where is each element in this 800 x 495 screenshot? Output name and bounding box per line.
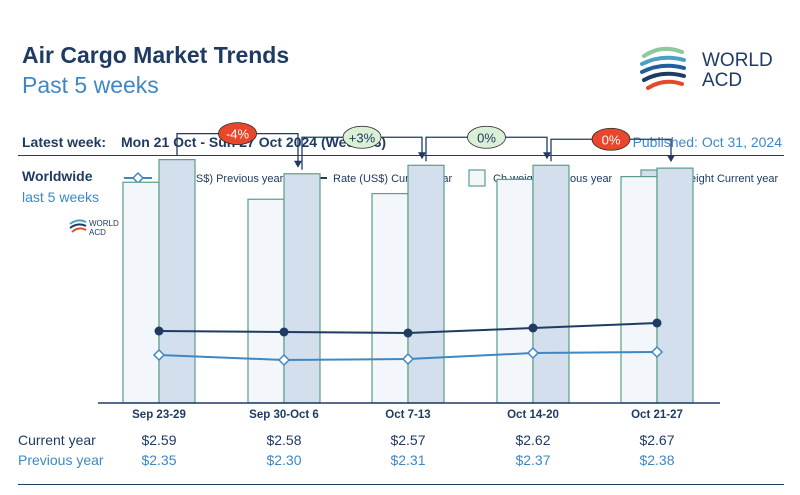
logo-text-line2: ACD bbox=[702, 70, 742, 91]
row-label-current: Current year bbox=[18, 432, 96, 448]
rate-point-previous-4 bbox=[650, 345, 664, 359]
rate-point-current-3 bbox=[528, 323, 538, 333]
bar-weight-previous-2 bbox=[371, 192, 409, 404]
small-logo-line1: WORLD bbox=[89, 219, 119, 228]
rate-current-value-0: $2.59 bbox=[141, 432, 176, 448]
divider-top bbox=[18, 155, 784, 156]
change-arrow-1 bbox=[418, 152, 426, 160]
legend-marker-0 bbox=[131, 171, 145, 185]
bar-weight-current-0 bbox=[158, 159, 196, 404]
rate-previous-value-4: $2.38 bbox=[639, 452, 674, 468]
region-period: last 5 weeks bbox=[22, 189, 100, 205]
rate-table: Current year Previous year $2.59 $2.58 $2.57… bbox=[18, 432, 675, 468]
bars bbox=[122, 159, 694, 404]
x-tick-label-2: Oct 7-13 bbox=[385, 409, 430, 421]
x-tick-label-1: Sep 30-Oct 6 bbox=[249, 409, 319, 421]
change-label-0: -4% bbox=[226, 127, 250, 142]
change-badge-0 bbox=[218, 122, 257, 146]
rate-current-value-3: $2.62 bbox=[515, 432, 550, 448]
divider-bottom bbox=[18, 484, 784, 485]
bar-weight-current-1 bbox=[283, 173, 321, 404]
change-badge-1 bbox=[342, 125, 382, 149]
latest-week-label: Latest week: bbox=[22, 134, 107, 150]
change-label-1: +3% bbox=[349, 130, 376, 145]
rate-current-value-4: $2.67 bbox=[639, 432, 674, 448]
worldacd-logo: WORLD ACD bbox=[640, 46, 773, 91]
rate-point-previous-2 bbox=[401, 352, 415, 366]
rate-point-current-4 bbox=[652, 318, 662, 328]
rate-previous-value-3: $2.37 bbox=[515, 452, 550, 468]
rate-previous-value-2: $2.31 bbox=[390, 452, 425, 468]
small-worldacd-logo: WORLD ACD bbox=[69, 219, 119, 237]
wow-changes: -4% +3% 0% 0% bbox=[176, 122, 675, 170]
x-tick-label-0: Sep 23-29 bbox=[132, 409, 186, 421]
rate-lines bbox=[152, 318, 664, 367]
change-arrow-0 bbox=[294, 160, 302, 168]
bar-weight-current-3 bbox=[532, 164, 570, 404]
latest-week-value: Mon 21 Oct - Sun 27 Oct 2024 (Week 43) bbox=[121, 134, 387, 150]
page-subtitle: Past 5 weeks bbox=[22, 72, 159, 98]
small-logo-line2: ACD bbox=[89, 228, 106, 237]
rate-current-value-2: $2.57 bbox=[390, 432, 425, 448]
change-arrow-3 bbox=[667, 155, 675, 163]
logo-text-line1: WORLD bbox=[702, 50, 773, 71]
x-axis: Sep 23-29 Sep 30-Oct 6 Oct 7-13 Oct 14-20 Oc… bbox=[98, 402, 720, 421]
bar-weight-previous-3 bbox=[496, 178, 534, 404]
rate-previous-value-0: $2.35 bbox=[141, 452, 176, 468]
change-label-2: 0% bbox=[477, 130, 496, 145]
bar-weight-current-2 bbox=[407, 164, 445, 404]
change-arrow-2 bbox=[543, 152, 551, 160]
region-name: Worldwide bbox=[22, 168, 93, 184]
change-label-3: 0% bbox=[602, 132, 621, 147]
change-badge-3 bbox=[591, 127, 631, 151]
rate-point-previous-0 bbox=[152, 348, 166, 362]
rate-point-current-2 bbox=[403, 328, 413, 338]
x-tick-label-4: Oct 21-27 bbox=[631, 409, 683, 421]
x-tick-label-3: Oct 14-20 bbox=[507, 409, 559, 421]
row-label-previous: Previous year bbox=[18, 452, 104, 468]
bar-weight-previous-1 bbox=[247, 198, 285, 404]
bar-weight-current-4 bbox=[656, 167, 694, 404]
change-badge-2 bbox=[467, 125, 506, 149]
rate-point-previous-3 bbox=[526, 346, 540, 360]
bar-weight-previous-4 bbox=[620, 176, 658, 404]
bar-weight-previous-0 bbox=[122, 181, 160, 404]
rate-point-current-0 bbox=[154, 326, 164, 336]
rate-current-value-1: $2.58 bbox=[266, 432, 301, 448]
legend-swatch-2 bbox=[468, 169, 486, 187]
page-title: Air Cargo Market Trends bbox=[22, 42, 290, 68]
rate-previous-value-1: $2.30 bbox=[266, 452, 301, 468]
rate-point-previous-1 bbox=[277, 353, 291, 367]
rate-point-current-1 bbox=[279, 327, 289, 337]
published-date: Published: Oct 31, 2024 bbox=[632, 134, 782, 150]
